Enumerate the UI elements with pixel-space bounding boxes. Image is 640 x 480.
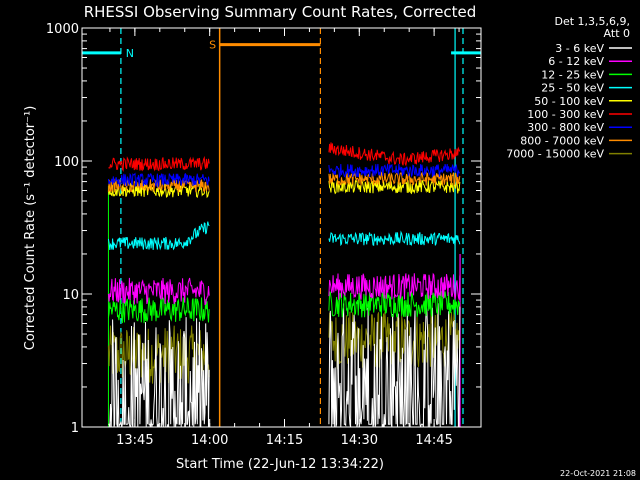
y-tick-label: 1000 — [46, 22, 79, 37]
series-trace — [107, 277, 210, 306]
annotation-label: S — [209, 39, 216, 52]
plot-frame — [81, 27, 482, 428]
x-tick-label: 14:00 — [191, 433, 228, 448]
y-axis-label: Corrected Count Rate (s⁻¹ detector⁻¹) — [23, 106, 38, 351]
series-trace — [328, 230, 461, 247]
saa-annotation: S — [209, 28, 322, 427]
chart-title: RHESSI Observing Summary Count Rates, Co… — [84, 3, 477, 21]
series-trace — [107, 172, 210, 189]
series-100-300-kev — [108, 142, 461, 172]
series-50-100-kev — [107, 179, 461, 199]
y-tick-label: 10 — [62, 288, 79, 303]
series-trace — [108, 155, 210, 172]
night-annotation: N — [82, 28, 134, 427]
legend-entry-label: 800 - 7000 keV — [520, 134, 604, 147]
x-tick-label: 14:15 — [266, 433, 303, 448]
series-trace — [107, 221, 210, 251]
legend-header: Att 0 — [604, 27, 630, 40]
series-6-12-kev — [107, 272, 461, 306]
legend-entry-label: 50 - 100 keV — [534, 95, 604, 108]
series-trace — [328, 171, 461, 187]
legend-entry-label: 25 - 50 keV — [541, 82, 604, 95]
legend-entry-label: 100 - 300 keV — [527, 108, 604, 121]
footer-timestamp: 22-Oct-2021 21:08 — [560, 469, 636, 478]
series-trace — [328, 303, 461, 428]
x-tick-label: 14:30 — [341, 433, 378, 448]
x-tick-label: 14:45 — [415, 433, 452, 448]
series-25-50-kev — [107, 221, 461, 251]
series-300-800-kev — [107, 163, 461, 189]
series-layer — [107, 142, 461, 428]
legend-entry-label: 300 - 800 keV — [527, 121, 604, 134]
legend-entry-label: 7000 - 15000 keV — [506, 148, 604, 161]
annotation-label: N — [126, 47, 134, 60]
legend-entry-label: 6 - 12 keV — [548, 55, 604, 68]
axes: 13:45 14:00 14:15 14:30 14:45 1 10 100 1000 — [46, 22, 481, 448]
series-trace — [328, 179, 461, 195]
series-trace — [328, 272, 461, 300]
series-trace — [328, 163, 461, 179]
y-tick-label: 100 — [54, 155, 79, 170]
x-tick-label: 13:45 — [116, 433, 153, 448]
legend-header: Det 1,3,5,6,9, — [554, 15, 630, 28]
y-tick-label: 1 — [71, 421, 79, 436]
legend-entry-label: 3 - 6 keV — [555, 42, 604, 55]
legend-entry-label: 12 - 25 keV — [541, 68, 604, 81]
series-trace — [328, 142, 461, 167]
series-trace — [328, 289, 461, 318]
series-trace — [107, 182, 210, 199]
x-axis-label: Start Time (22-Jun-12 13:34:22) — [176, 457, 384, 472]
